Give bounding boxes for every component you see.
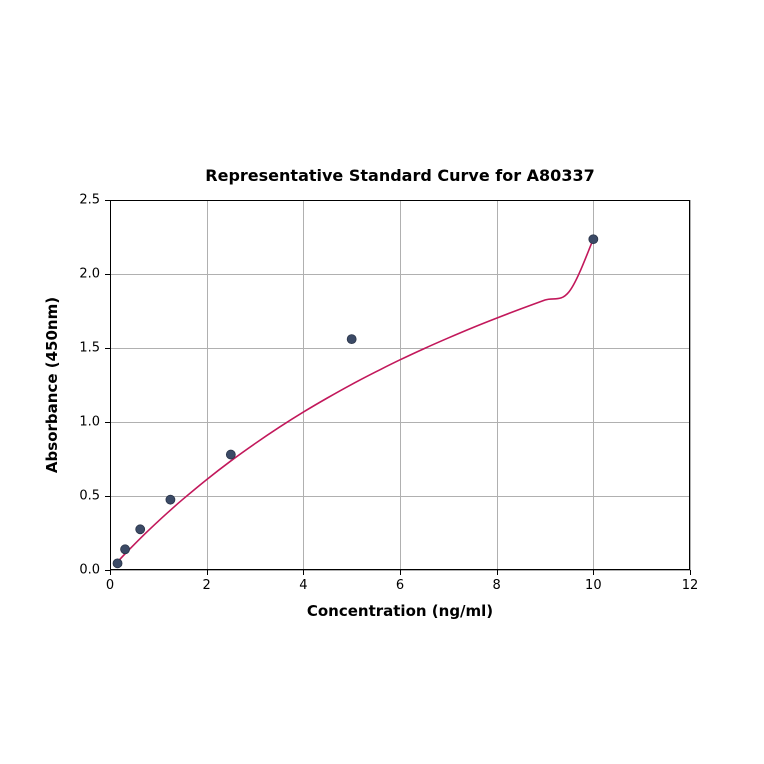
fit-curve <box>118 239 594 562</box>
data-point <box>589 235 598 244</box>
data-point <box>347 335 356 344</box>
chart-svg <box>0 0 764 764</box>
data-point <box>166 495 175 504</box>
data-point <box>113 559 122 568</box>
data-point <box>121 545 130 554</box>
data-point <box>226 450 235 459</box>
data-point <box>136 525 145 534</box>
chart-canvas: Representative Standard Curve for A80337… <box>0 0 764 764</box>
